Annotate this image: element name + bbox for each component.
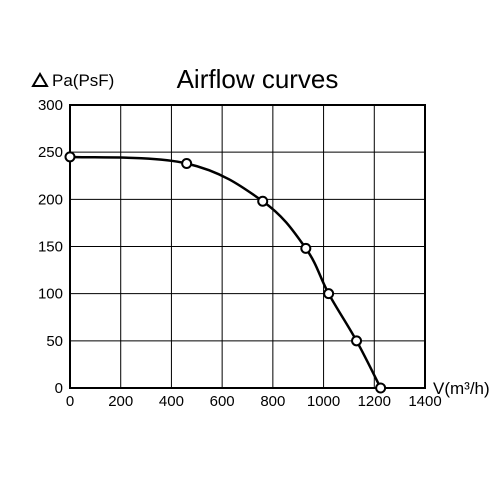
chart-title: Airflow curves [177, 64, 339, 94]
data-point [324, 289, 333, 298]
airflow-curve [70, 157, 381, 388]
y-tick: 200 [38, 191, 63, 208]
x-tick: 0 [66, 393, 74, 410]
x-tick: 800 [260, 393, 285, 410]
delta-symbol [33, 74, 47, 86]
x-tick: 200 [108, 393, 133, 410]
y-tick: 300 [38, 97, 63, 114]
y-tick-labels: 0 50 100 150 200 250 300 [38, 97, 63, 397]
x-tick: 1000 [307, 393, 340, 410]
x-tick: 1200 [358, 393, 391, 410]
y-tick: 0 [55, 380, 63, 397]
data-point [66, 152, 75, 161]
x-tick: 400 [159, 393, 184, 410]
x-tick: 600 [210, 393, 235, 410]
airflow-chart: Pa(PsF) Airflow curves V(m³/h) 020040060… [0, 0, 500, 500]
data-point [352, 336, 361, 345]
grid [70, 105, 425, 388]
y-tick: 150 [38, 239, 63, 256]
data-point [376, 384, 385, 393]
y-axis-label: Pa(PsF) [52, 71, 114, 90]
data-point [182, 159, 191, 168]
data-point [301, 244, 310, 253]
data-markers [66, 152, 386, 392]
y-tick: 100 [38, 286, 63, 303]
data-point [258, 197, 267, 206]
y-tick: 250 [38, 144, 63, 161]
y-tick: 50 [46, 333, 63, 350]
x-tick: 1400 [408, 393, 441, 410]
x-tick-labels: 0 200 400 600 800 1000 1200 1400 [66, 393, 442, 410]
